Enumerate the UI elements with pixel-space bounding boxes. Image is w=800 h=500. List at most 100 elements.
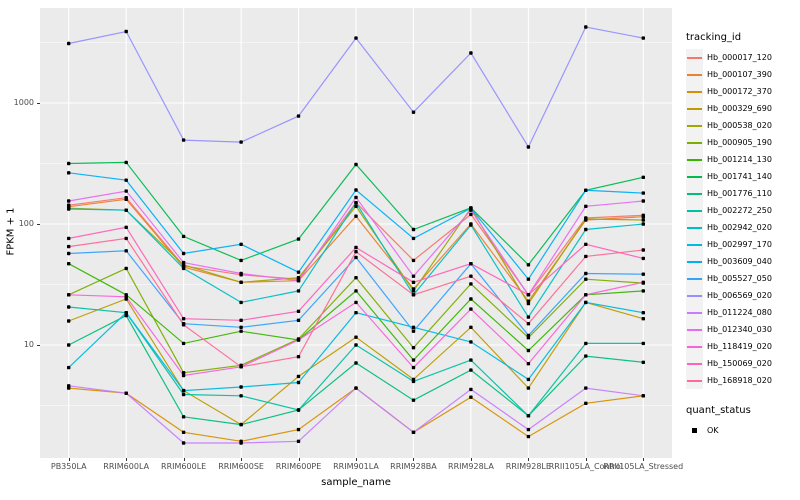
legend-key-swatch bbox=[686, 236, 703, 253]
data-point bbox=[124, 313, 128, 318]
data-point bbox=[584, 271, 588, 276]
data-point bbox=[354, 250, 358, 254]
data-point bbox=[411, 379, 416, 384]
data-point bbox=[469, 307, 473, 311]
data-point bbox=[584, 242, 588, 246]
data-point bbox=[181, 317, 186, 321]
data-point bbox=[469, 387, 473, 392]
legend-item: Hb_002942_020 bbox=[686, 219, 798, 236]
legend-key-line bbox=[687, 260, 702, 263]
data-point bbox=[354, 195, 358, 200]
legend-item: Hb_000538_020 bbox=[686, 117, 798, 134]
data-point bbox=[526, 414, 531, 418]
data-point bbox=[181, 266, 186, 271]
legend-item: Hb_006569_020 bbox=[686, 287, 798, 304]
data-point bbox=[526, 434, 531, 439]
data-point bbox=[296, 355, 301, 359]
data-point bbox=[296, 408, 301, 412]
x-tick-mark bbox=[470, 458, 472, 461]
legend-item: Hb_001776_110 bbox=[686, 185, 798, 202]
legend-item: Hb_001741_140 bbox=[686, 168, 798, 185]
data-point bbox=[239, 140, 243, 144]
data-point bbox=[124, 160, 128, 165]
legend-item-label: Hb_012340_030 bbox=[707, 325, 772, 334]
data-point bbox=[67, 207, 71, 211]
legend-item: Hb_000107_390 bbox=[686, 66, 798, 83]
data-point bbox=[641, 175, 645, 179]
data-point bbox=[469, 368, 473, 372]
data-point bbox=[641, 215, 645, 219]
legend-key-swatch bbox=[686, 372, 703, 389]
x-tick-mark bbox=[126, 458, 128, 461]
y-tick-mark bbox=[37, 345, 40, 346]
data-point bbox=[296, 338, 301, 342]
data-point bbox=[296, 439, 301, 443]
data-point bbox=[411, 325, 416, 329]
legend-item: Hb_150069_020 bbox=[686, 355, 798, 372]
legend-key-swatch bbox=[686, 202, 703, 219]
data-point bbox=[584, 277, 588, 281]
data-point bbox=[584, 25, 588, 29]
x-tick-label: RRIM928LA bbox=[448, 462, 494, 471]
legend-key-swatch bbox=[686, 338, 703, 355]
data-point bbox=[584, 293, 588, 297]
x-axis-title: sample_name bbox=[321, 477, 391, 488]
legend-key-line bbox=[687, 328, 702, 331]
plot-panel bbox=[40, 8, 672, 458]
data-point bbox=[124, 197, 128, 201]
data-point bbox=[354, 162, 358, 167]
data-point bbox=[67, 262, 71, 266]
data-point bbox=[469, 212, 473, 217]
legend-item: Hb_000329_690 bbox=[686, 100, 798, 117]
legend-item: Hb_000905_190 bbox=[686, 134, 798, 151]
legend-item-label: Hb_002942_020 bbox=[707, 223, 772, 232]
legend-key-swatch bbox=[686, 287, 703, 304]
legend-item: Hb_118419_020 bbox=[686, 338, 798, 355]
data-point bbox=[67, 343, 71, 347]
legend-item: Hb_000017_120 bbox=[686, 49, 798, 66]
data-point bbox=[354, 289, 358, 293]
x-tick-label: RRIM600LE bbox=[161, 462, 207, 471]
legend-key-swatch bbox=[686, 151, 703, 168]
legend-key-line bbox=[687, 209, 702, 212]
data-point bbox=[181, 323, 186, 327]
plot-canvas bbox=[40, 8, 672, 458]
data-point bbox=[469, 340, 473, 344]
legend-key-swatch bbox=[686, 100, 703, 117]
data-point bbox=[641, 394, 645, 398]
data-point bbox=[411, 365, 416, 370]
legend-item-label: Hb_006569_020 bbox=[707, 291, 772, 300]
data-point bbox=[584, 401, 588, 405]
data-point bbox=[181, 251, 186, 256]
data-point bbox=[526, 277, 531, 281]
data-point bbox=[124, 391, 128, 395]
data-point bbox=[411, 293, 416, 297]
data-point bbox=[526, 348, 531, 353]
legend-key-swatch bbox=[686, 66, 703, 83]
data-point bbox=[67, 319, 71, 323]
data-point bbox=[526, 293, 531, 297]
data-point bbox=[526, 386, 531, 390]
y-tick-mark bbox=[37, 224, 40, 225]
x-tick-mark bbox=[585, 458, 587, 461]
data-point bbox=[296, 318, 301, 322]
data-point bbox=[296, 114, 301, 118]
data-point bbox=[469, 395, 473, 399]
legend-key-swatch bbox=[686, 168, 703, 185]
data-point bbox=[181, 415, 186, 419]
quant-status-entries: OK bbox=[686, 422, 798, 439]
legend-key-line bbox=[687, 158, 702, 161]
x-tick-mark bbox=[413, 458, 415, 461]
data-point bbox=[411, 227, 416, 232]
legend-item-label: Hb_000538_020 bbox=[707, 121, 772, 130]
data-point bbox=[526, 427, 531, 432]
data-point bbox=[354, 204, 358, 208]
x-tick-label: RRII105LA_Stressed bbox=[603, 462, 684, 471]
data-point bbox=[181, 234, 186, 239]
data-point bbox=[67, 41, 71, 46]
data-point bbox=[296, 279, 301, 283]
data-point bbox=[411, 280, 416, 284]
legend-item-label: Hb_001741_140 bbox=[707, 172, 772, 181]
data-point bbox=[354, 188, 358, 192]
